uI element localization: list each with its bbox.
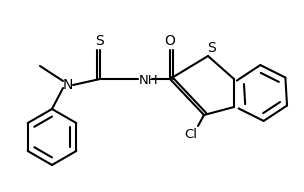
Text: O: O [164,34,175,48]
Text: N: N [63,78,73,92]
Text: Cl: Cl [185,127,198,141]
Text: NH: NH [139,74,159,87]
Text: S: S [96,34,104,48]
Text: S: S [208,41,216,55]
